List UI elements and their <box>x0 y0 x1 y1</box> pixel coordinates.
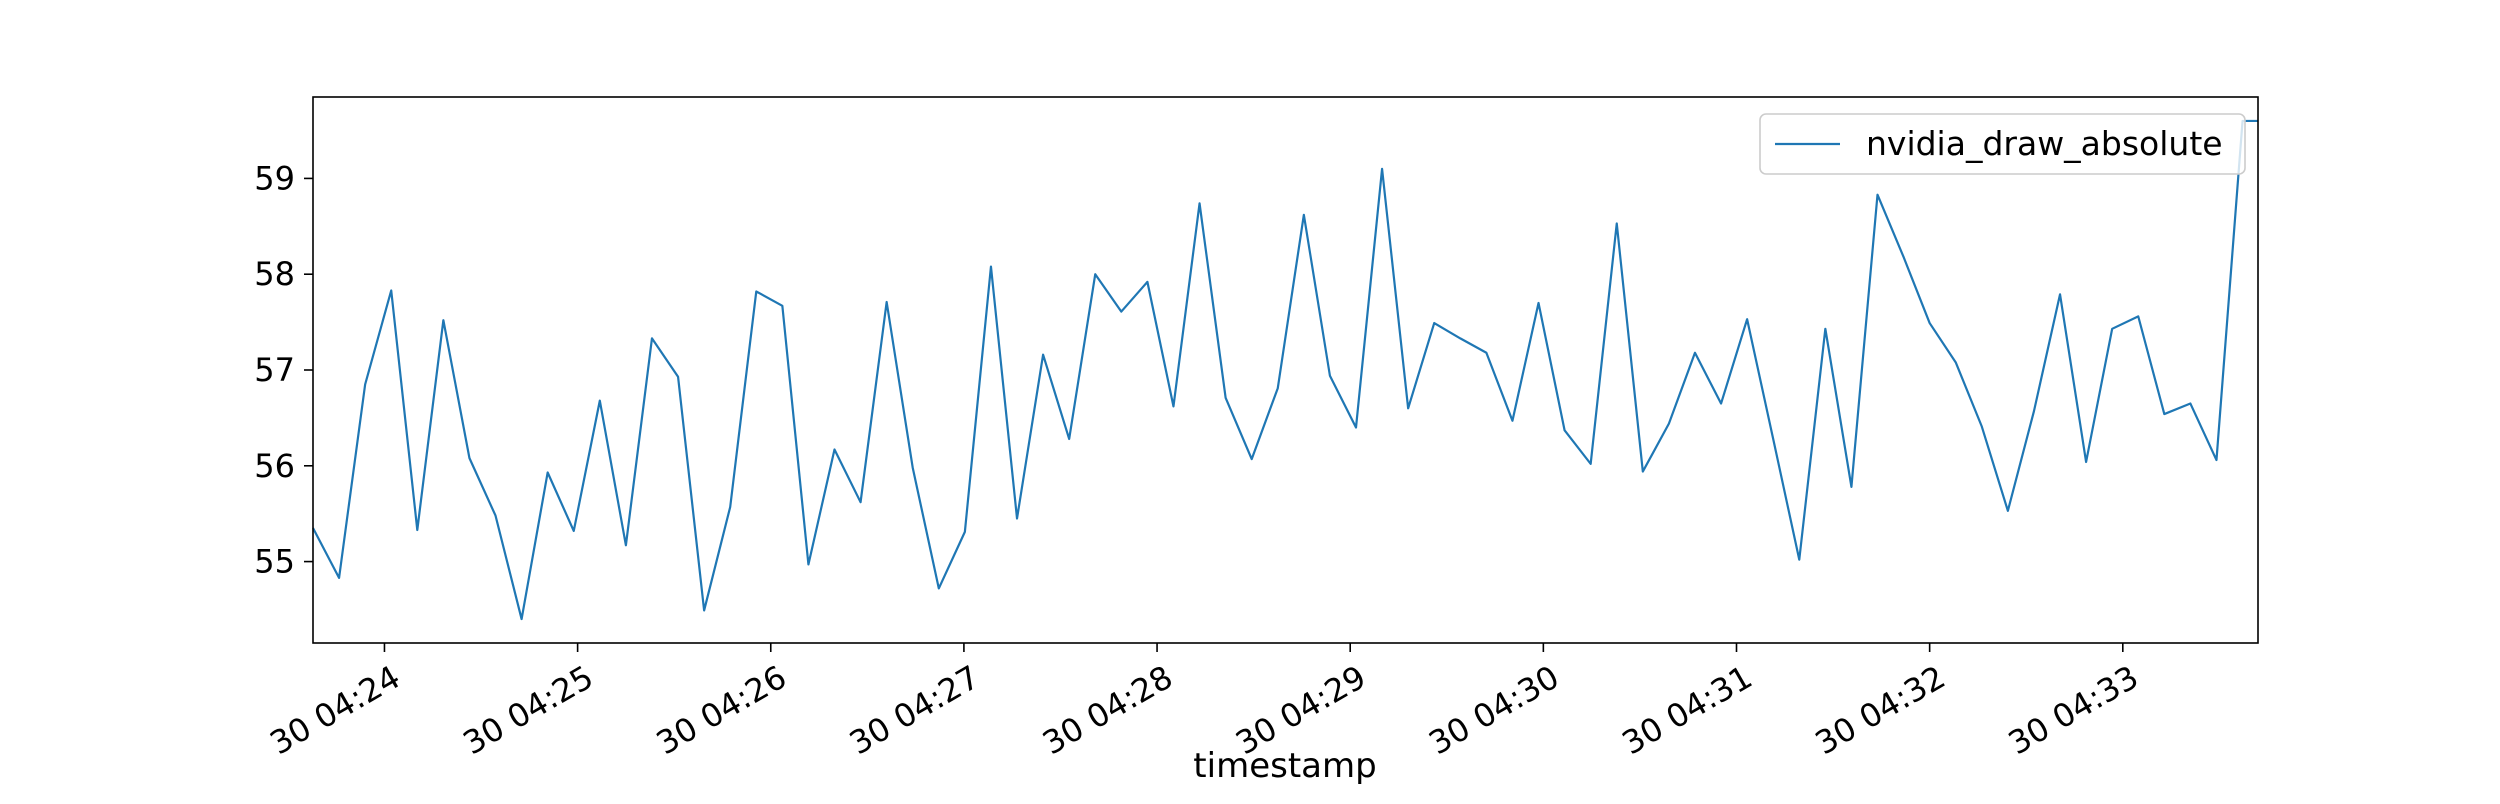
legend-label: nvidia_draw_absolute <box>1866 124 2223 163</box>
series-line-nvidia_draw_absolute <box>312 119 2258 621</box>
legend: nvidia_draw_absolute <box>1759 113 2246 175</box>
y-tick-label: 59 <box>254 159 295 197</box>
y-tick-label: 58 <box>254 255 295 293</box>
y-tick-label: 55 <box>254 543 295 581</box>
plot-area <box>312 119 2258 621</box>
legend-box <box>1759 113 2246 175</box>
y-tick-label: 57 <box>254 351 295 389</box>
y-tick-label: 56 <box>254 447 295 485</box>
y-axis: 55 56 57 58 59 <box>254 159 313 581</box>
x-axis-label: timestamp <box>1193 746 1376 786</box>
plot-frame <box>312 96 2259 644</box>
